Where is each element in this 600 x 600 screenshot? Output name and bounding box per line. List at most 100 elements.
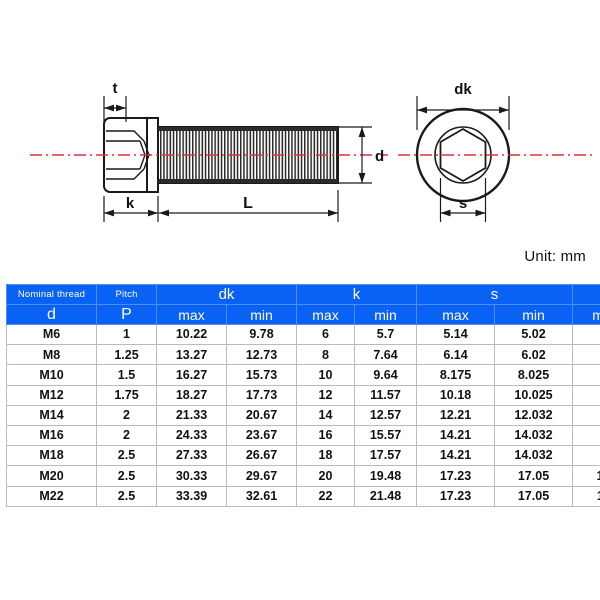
header-group-s: s xyxy=(416,284,573,305)
cell-k-max: 14 xyxy=(296,404,355,426)
cell-k-max: 12 xyxy=(296,384,355,406)
cell-d: M20 xyxy=(6,465,97,487)
cell-t-min: 9 xyxy=(572,445,600,467)
cell-d: M10 xyxy=(6,364,97,386)
cell-k-max: 6 xyxy=(296,323,355,346)
cell-s-min: 5.02 xyxy=(494,323,573,346)
cell-dk-min: 20.67 xyxy=(226,404,297,426)
cell-t-min: 11 xyxy=(572,485,600,507)
header-sub-k-max: max xyxy=(296,304,355,325)
cell-k-min: 21.48 xyxy=(354,485,417,507)
cell-d: M18 xyxy=(6,445,97,467)
dim-t xyxy=(103,96,127,122)
cell-dk-min: 17.73 xyxy=(226,384,297,406)
cell-s-min: 17.05 xyxy=(494,465,573,487)
header-group-k: k xyxy=(296,284,417,305)
spec-table-head: Nominal thread Pitch dk k s t d P max mi… xyxy=(6,284,600,325)
cell-dk-max: 18.27 xyxy=(156,384,227,406)
header-row-groups: Nominal thread Pitch dk k s t xyxy=(6,284,600,305)
header-pitch: Pitch xyxy=(96,284,157,305)
cell-k-max: 22 xyxy=(296,485,355,507)
header-sub-k-min: min xyxy=(354,304,417,325)
spec-table-wrapper: Nominal thread Pitch dk k s t d P max mi… xyxy=(6,284,600,507)
cell-d: M12 xyxy=(6,384,97,406)
cell-dk-max: 21.33 xyxy=(156,404,227,426)
hex-socket-polygon xyxy=(439,127,487,183)
cell-d: M16 xyxy=(6,424,97,447)
cell-s-max: 12.21 xyxy=(416,404,495,426)
cell-t-min: 4 xyxy=(572,344,600,366)
cell-t-min: 6 xyxy=(572,384,600,406)
dim-label-d: d xyxy=(375,148,384,165)
cell-s-min: 14.032 xyxy=(494,424,573,447)
cell-t-min: 7 xyxy=(572,404,600,426)
cell-d: M22 xyxy=(6,485,97,507)
cell-k-max: 18 xyxy=(296,445,355,467)
dim-d xyxy=(338,126,372,184)
cell-P: 2 xyxy=(96,404,157,426)
cell-k-min: 17.57 xyxy=(354,445,417,467)
cell-dk-max: 27.33 xyxy=(156,445,227,467)
cell-dk-max: 16.27 xyxy=(156,364,227,386)
cell-s-min: 8.025 xyxy=(494,364,573,386)
cell-dk-min: 12.73 xyxy=(226,344,297,366)
cell-s-min: 17.05 xyxy=(494,485,573,507)
dim-label-k: k xyxy=(126,195,135,212)
cell-s-max: 8.175 xyxy=(416,364,495,386)
cell-t-min: 8 xyxy=(572,424,600,447)
dim-label-dk: dk xyxy=(454,81,472,98)
cell-k-min: 11.57 xyxy=(354,384,417,406)
header-sub-dk-min: min xyxy=(226,304,297,325)
header-sub-s-max: max xyxy=(416,304,495,325)
cell-s-max: 17.23 xyxy=(416,465,495,487)
spec-table-body: M6110.229.7865.75.145.023M81.2513.2712.7… xyxy=(6,323,600,507)
cell-P: 2.5 xyxy=(96,485,157,507)
cell-k-max: 16 xyxy=(296,424,355,447)
cell-dk-max: 13.27 xyxy=(156,344,227,366)
cell-dk-min: 26.67 xyxy=(226,445,297,467)
cell-s-max: 6.14 xyxy=(416,344,495,366)
cell-k-max: 8 xyxy=(296,344,355,366)
spec-table: Nominal thread Pitch dk k s t d P max mi… xyxy=(6,284,600,507)
dim-label-L: L xyxy=(243,195,253,212)
cell-s-min: 14.032 xyxy=(494,445,573,467)
unit-note: Unit: mm xyxy=(524,248,586,265)
cell-d: M6 xyxy=(6,323,97,346)
cell-s-max: 17.23 xyxy=(416,485,495,507)
cell-dk-min: 29.67 xyxy=(226,465,297,487)
cell-d: M14 xyxy=(6,404,97,426)
dim-label-t: t xyxy=(113,80,118,97)
cell-k-max: 10 xyxy=(296,364,355,386)
header-sub-s-min: min xyxy=(494,304,573,325)
technical-drawing: t k L d xyxy=(0,0,600,240)
cell-dk-max: 30.33 xyxy=(156,465,227,487)
header-sub-d: d xyxy=(6,304,97,325)
header-row-sub: d P max min max min max min min xyxy=(6,304,600,325)
cell-s-max: 10.18 xyxy=(416,384,495,406)
cell-P: 2.5 xyxy=(96,445,157,467)
cell-t-min: 3 xyxy=(572,323,600,346)
hex-socket-internal xyxy=(106,130,150,180)
dim-s xyxy=(439,178,487,222)
cell-dk-min: 9.78 xyxy=(226,323,297,346)
cell-dk-max: 24.33 xyxy=(156,424,227,447)
header-sub-dk-max: max xyxy=(156,304,227,325)
cell-P: 2.5 xyxy=(96,465,157,487)
cell-dk-min: 32.61 xyxy=(226,485,297,507)
dim-dk xyxy=(416,96,510,130)
cell-k-min: 15.57 xyxy=(354,424,417,447)
header-sub-t-min: min xyxy=(572,304,600,325)
cell-s-max: 14.21 xyxy=(416,424,495,447)
cell-P: 1 xyxy=(96,323,157,346)
header-nominal-thread: Nominal thread xyxy=(6,284,97,305)
header-group-t: t xyxy=(572,284,600,305)
cell-P: 1.25 xyxy=(96,344,157,366)
header-sub-P: P xyxy=(96,304,157,325)
